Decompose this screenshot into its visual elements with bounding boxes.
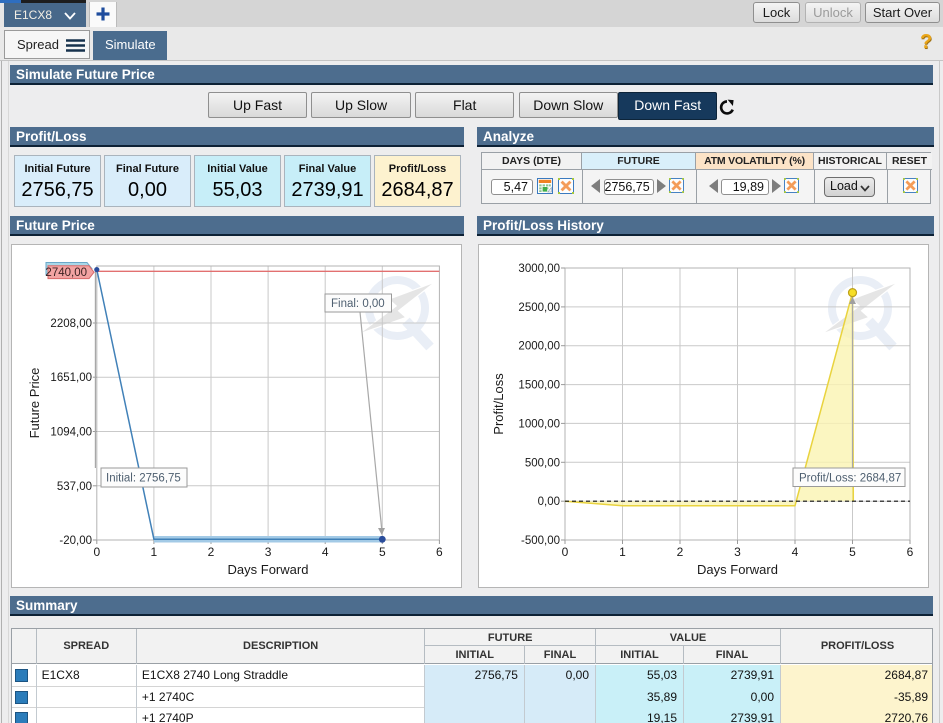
svg-text:0,00: 0,00 xyxy=(538,496,560,508)
svg-text:1500,00: 1500,00 xyxy=(518,380,560,392)
svg-text:4: 4 xyxy=(792,545,799,559)
svg-text:Profit/Loss: Profit/Loss xyxy=(491,373,506,435)
svg-text:1: 1 xyxy=(151,545,158,559)
svg-text:500,00: 500,00 xyxy=(525,457,560,469)
svg-text:-500,00: -500,00 xyxy=(521,535,560,547)
svg-text:5: 5 xyxy=(849,545,856,559)
svg-text:-20,00: -20,00 xyxy=(59,535,92,547)
svg-text:1000,00: 1000,00 xyxy=(518,418,560,430)
svg-text:2: 2 xyxy=(208,545,215,559)
svg-text:2208,00: 2208,00 xyxy=(50,318,92,330)
svg-text:1094,00: 1094,00 xyxy=(50,427,92,439)
svg-text:1: 1 xyxy=(619,545,626,559)
svg-text:6: 6 xyxy=(907,545,914,559)
svg-text:3000,00: 3000,00 xyxy=(518,263,560,275)
svg-text:Profit/Loss: 2684,87: Profit/Loss: 2684,87 xyxy=(799,473,901,485)
svg-text:Initial: 2756,75: Initial: 2756,75 xyxy=(106,473,181,485)
svg-text:2000,00: 2000,00 xyxy=(518,341,560,353)
svg-text:2: 2 xyxy=(677,545,684,559)
svg-text:2500,00: 2500,00 xyxy=(518,302,560,314)
svg-text:Days Forward: Days Forward xyxy=(228,562,309,577)
svg-text:0: 0 xyxy=(93,545,100,559)
svg-text:3: 3 xyxy=(734,545,741,559)
svg-text:4: 4 xyxy=(322,545,329,559)
svg-text:Final: 0,00: Final: 0,00 xyxy=(331,298,385,310)
svg-text:0: 0 xyxy=(562,545,569,559)
svg-text:1651,00: 1651,00 xyxy=(50,372,92,384)
svg-text:Future Price: Future Price xyxy=(27,368,42,439)
svg-text:3: 3 xyxy=(265,545,272,559)
svg-text:Days Forward: Days Forward xyxy=(697,562,778,577)
svg-text:537,00: 537,00 xyxy=(57,481,92,493)
svg-text:6: 6 xyxy=(436,545,443,559)
svg-text:2740,00: 2740,00 xyxy=(45,267,87,279)
svg-text:5: 5 xyxy=(379,545,386,559)
